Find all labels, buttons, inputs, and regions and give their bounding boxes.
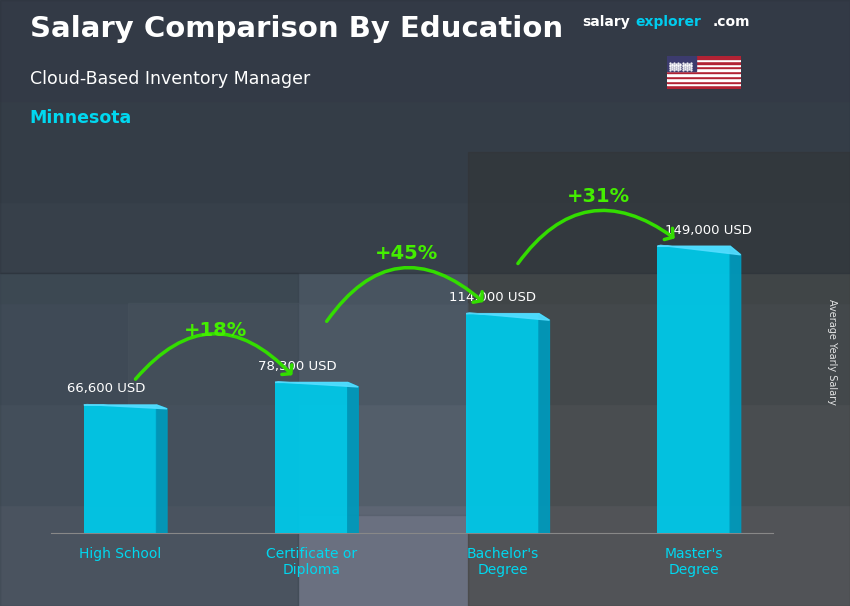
Text: salary: salary [582, 15, 630, 29]
Text: +18%: +18% [184, 321, 247, 341]
Polygon shape [730, 246, 740, 533]
Text: 66,600 USD: 66,600 USD [66, 382, 145, 395]
Text: 149,000 USD: 149,000 USD [666, 224, 752, 236]
Bar [658, 246, 730, 533]
Polygon shape [667, 56, 696, 71]
Text: explorer: explorer [636, 15, 701, 29]
Bar [467, 314, 539, 533]
Polygon shape [156, 405, 167, 533]
Text: Average Yearly Salary: Average Yearly Salary [827, 299, 837, 404]
Text: Minnesota: Minnesota [30, 109, 132, 127]
Text: Cloud-Based Inventory Manager: Cloud-Based Inventory Manager [30, 70, 310, 88]
Polygon shape [0, 0, 850, 273]
Polygon shape [539, 314, 549, 533]
Bar [84, 405, 156, 533]
Text: +31%: +31% [567, 187, 630, 205]
Polygon shape [128, 303, 468, 515]
Polygon shape [0, 273, 298, 606]
Polygon shape [84, 405, 167, 409]
Polygon shape [468, 152, 850, 606]
Text: +45%: +45% [376, 244, 439, 264]
Text: 114,000 USD: 114,000 USD [449, 291, 536, 304]
Text: .com: .com [712, 15, 750, 29]
Polygon shape [658, 245, 740, 255]
Bar [275, 382, 348, 533]
Polygon shape [467, 313, 549, 320]
Polygon shape [275, 382, 358, 387]
Text: Salary Comparison By Education: Salary Comparison By Education [30, 15, 563, 43]
Text: 78,300 USD: 78,300 USD [258, 360, 337, 373]
Polygon shape [348, 382, 358, 533]
